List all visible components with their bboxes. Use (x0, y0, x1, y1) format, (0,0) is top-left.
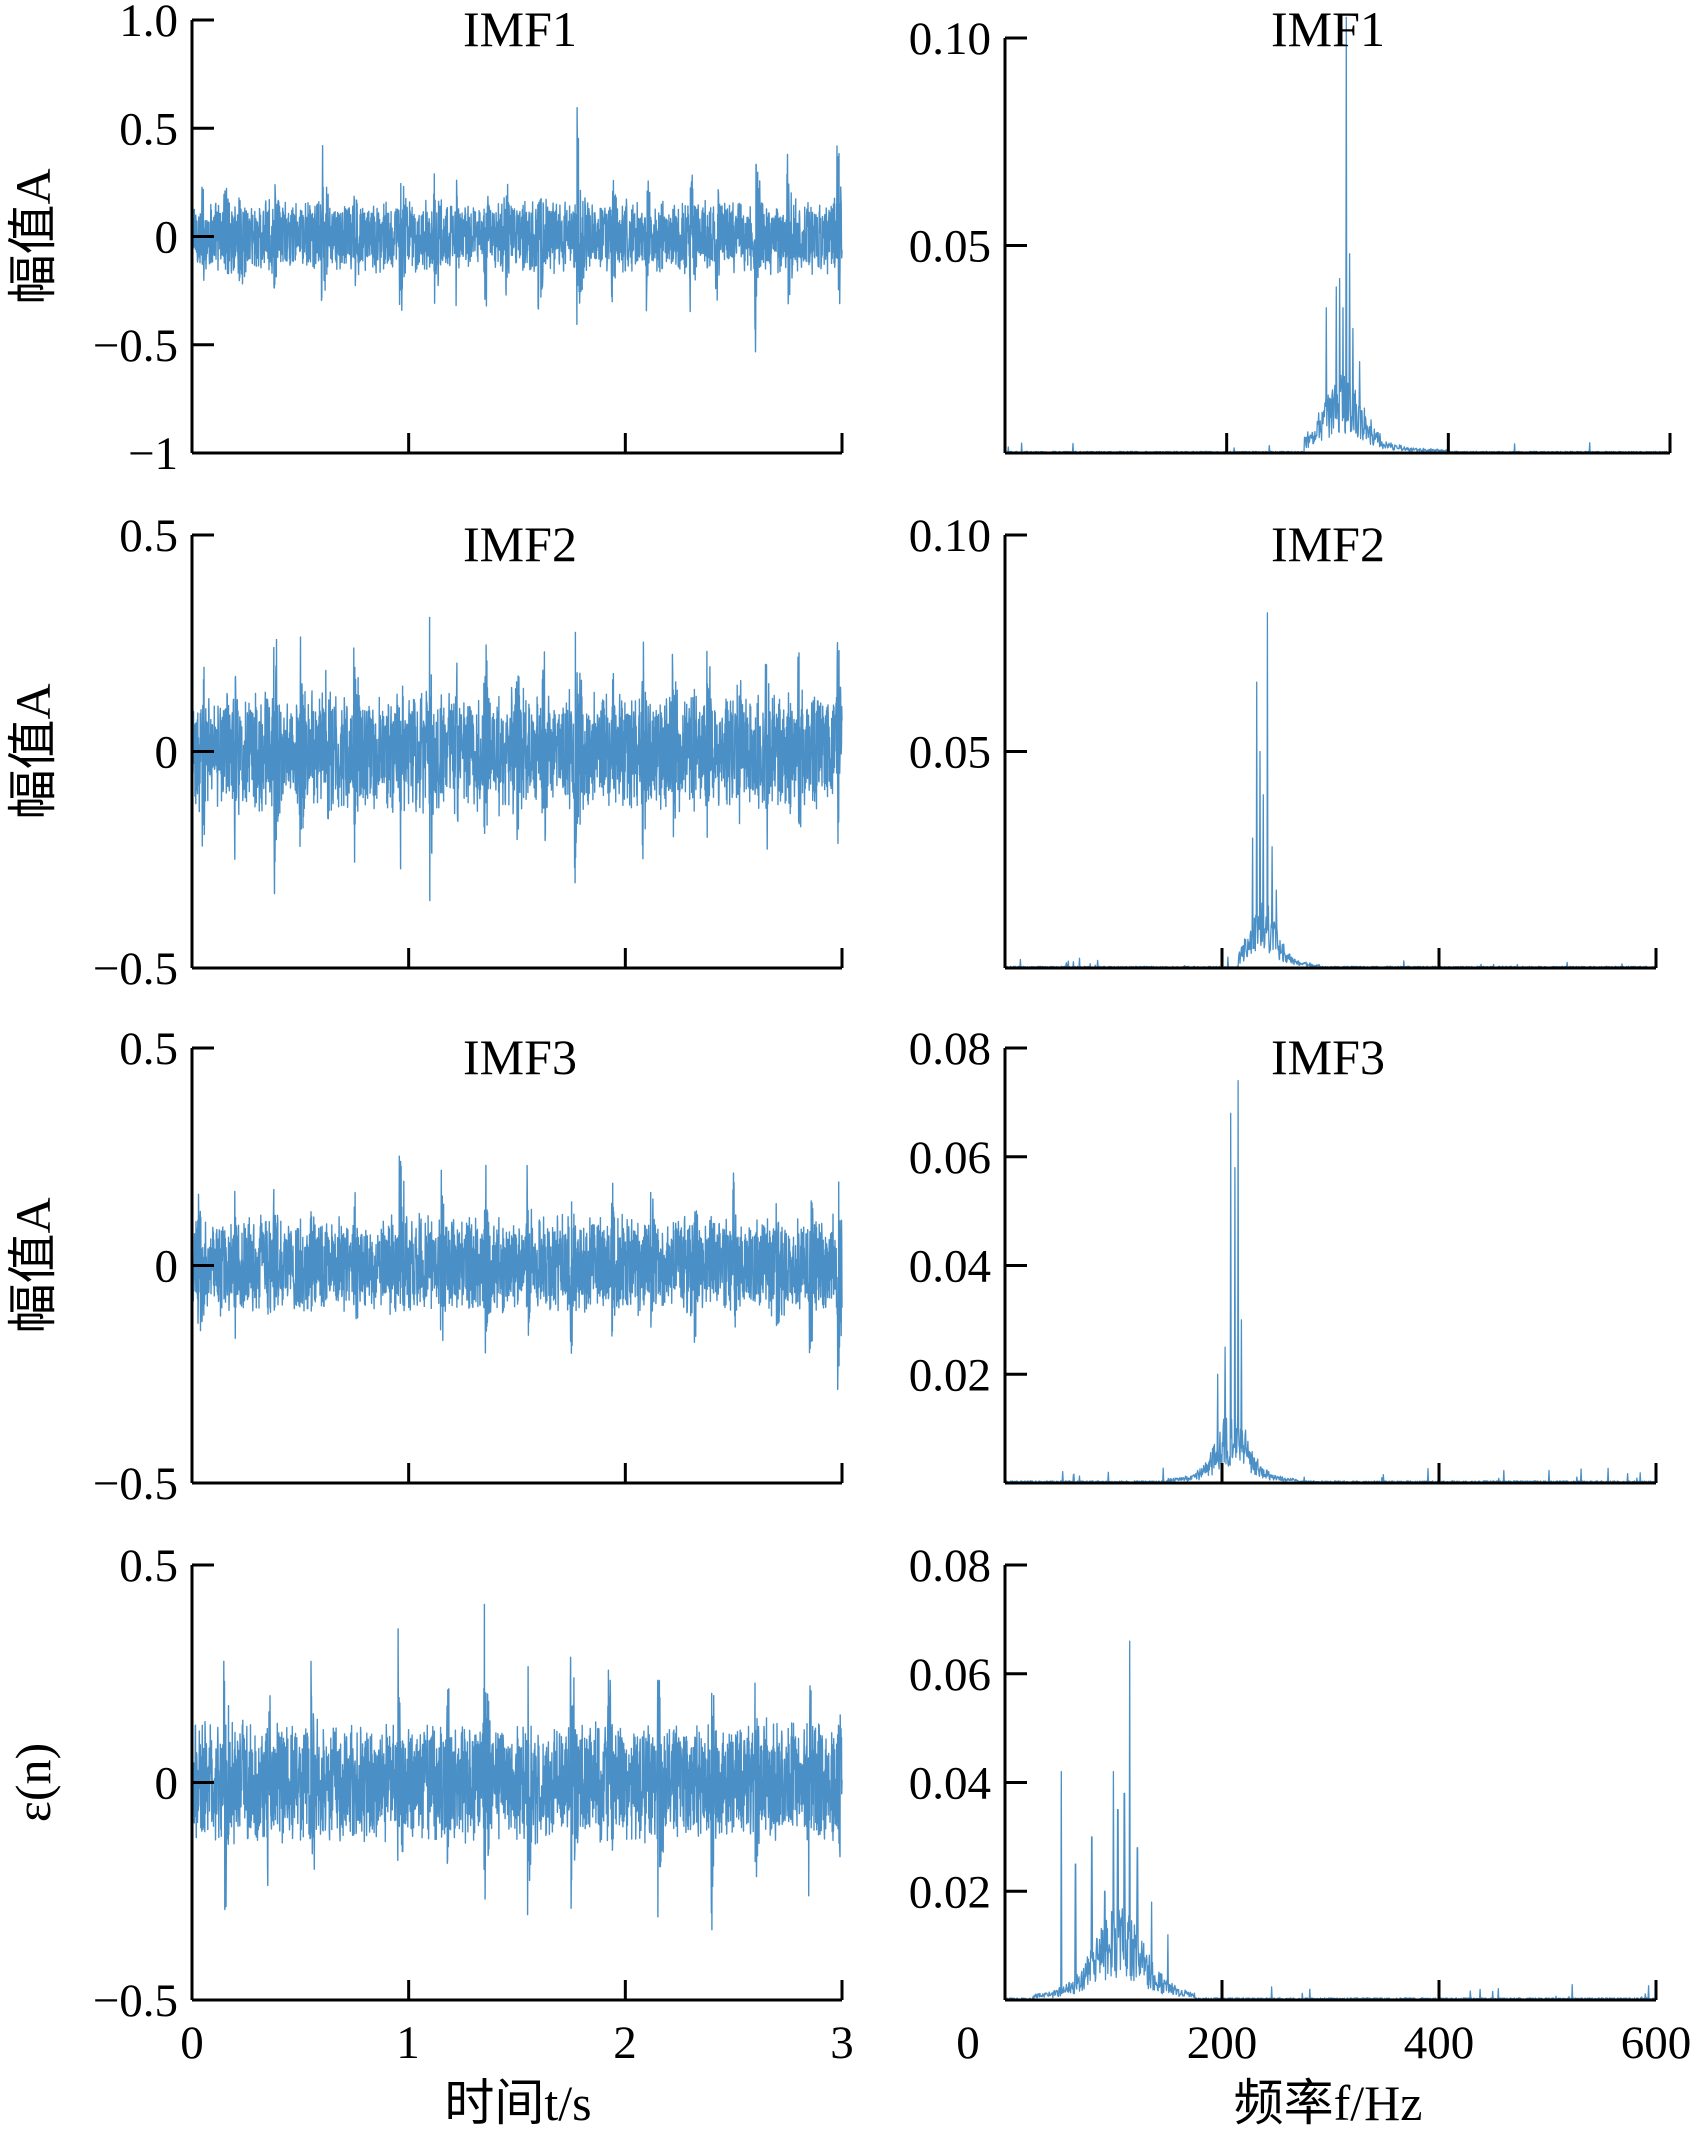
freq-y-tick-label: 0.04 (909, 1758, 991, 1810)
time-x-tick-label: 1 (396, 2017, 420, 2069)
time-x-tick-label: 3 (830, 2017, 854, 2069)
time-y-tick-label: 0 (155, 1758, 179, 1810)
time-y-axis-label: 幅值A (5, 1197, 61, 1333)
time-y-axis-label: 幅值A (5, 683, 61, 819)
freq-y-tick-label: 0.04 (909, 1241, 991, 1293)
time-y-tick-label: 0.5 (119, 1023, 178, 1075)
freq-x-tick-label: 600 (1621, 2017, 1692, 2069)
freq-panel-title: IMF3 (1271, 1029, 1385, 1085)
freq-x-tick-label: 400 (1404, 2017, 1475, 2069)
time-panel-title: IMF2 (463, 516, 577, 572)
time-y-tick-label: −1 (128, 428, 178, 480)
time-y-tick-label: 0 (155, 727, 179, 779)
freq-spectrum-trace-1 (1004, 16, 1671, 454)
freq-panel-title: IMF2 (1271, 516, 1385, 572)
time-panel-1: −1 −0.5 0 0.5 1.0 IMF1 幅值A (5, 0, 844, 480)
time-y-tick-label: −0.5 (93, 1458, 178, 1510)
time-axis-label: 时间t/s (444, 2075, 591, 2131)
time-panel-3: −0.5 0 0.5 IMF3 幅值A (5, 1023, 844, 1510)
freq-y-tick-label: 0.05 (909, 221, 991, 273)
time-y-tick-label: 0 (155, 212, 179, 264)
freq-y-tick-label: 0.02 (909, 1349, 991, 1401)
freq-spectrum-trace-2 (1004, 612, 1657, 969)
time-y-tick-label: −0.5 (93, 943, 178, 995)
freq-panel-2: 0.05 0.10 IMF2 (909, 510, 1658, 970)
freq-y-tick-label: 0.10 (909, 510, 991, 562)
time-signal-trace-4 (191, 1603, 843, 1931)
time-signal-trace-1 (191, 107, 843, 353)
time-y-tick-label: −0.5 (93, 1975, 178, 2027)
freq-y-tick-label: 0.08 (909, 1023, 991, 1075)
freq-panel-4: 0.02 0.04 0.06 0.08 (909, 1540, 1658, 2002)
time-y-tick-label: −0.5 (93, 320, 178, 372)
time-y-tick-label: 1.0 (119, 0, 178, 47)
time-panel-2: −0.5 0 0.5 IMF2 幅值A (5, 510, 844, 995)
time-y-tick-label: 0.5 (119, 103, 178, 155)
freq-y-tick-label: 0.06 (909, 1132, 991, 1184)
freq-spectrum-trace-4 (1004, 1640, 1657, 2001)
time-y-tick-label: 0.5 (119, 1540, 178, 1592)
time-panel-title: IMF3 (463, 1029, 577, 1085)
freq-y-tick-label: 0.02 (909, 1866, 991, 1918)
time-x-tick-label: 0 (180, 2017, 204, 2069)
freq-y-tick-label: 0.08 (909, 1540, 991, 1592)
freq-spectrum-trace-3 (1004, 1079, 1657, 1484)
time-signal-trace-2 (191, 616, 843, 902)
time-y-tick-label: 0 (155, 1241, 179, 1293)
freq-panel-1: 0.05 0.10 IMF1 (909, 1, 1672, 455)
time-panel-title: IMF1 (463, 1, 577, 57)
time-y-axis-label: 幅值A (5, 168, 61, 304)
freq-panel-title: IMF1 (1271, 1, 1385, 57)
time-signal-trace-3 (191, 1155, 843, 1391)
freq-y-tick-label: 0.06 (909, 1649, 991, 1701)
freq-y-tick-label: 0.05 (909, 727, 991, 779)
freq-axis-label: 频率f/Hz (1234, 2075, 1423, 2131)
freq-panel-3: 0.02 0.04 0.06 0.08 IMF3 (909, 1023, 1658, 1485)
freq-x-tick-label: 0 (956, 2017, 980, 2069)
freq-x-tick-label: 200 (1187, 2017, 1258, 2069)
time-x-tick-label: 2 (613, 2017, 637, 2069)
frequency-domain-column: 0.05 0.10 IMF1 0.05 0.10 IMF2 0.02 0.04 0.06 0.08… (909, 1, 1692, 2069)
time-y-tick-label: 0.5 (119, 510, 178, 562)
time-panel-4: −0.5 0 0.5 ε(n) (5, 1540, 844, 2027)
time-y-axis-label: ε(n) (5, 1743, 61, 1822)
freq-y-tick-label: 0.10 (909, 13, 991, 65)
